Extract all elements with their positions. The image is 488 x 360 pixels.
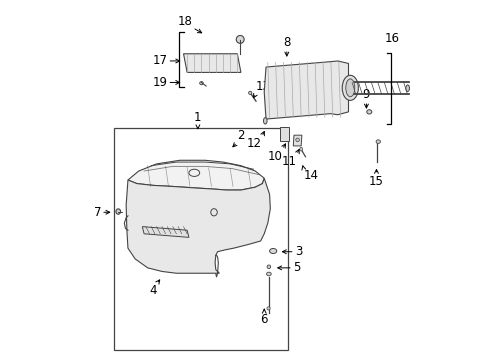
Polygon shape <box>142 226 188 237</box>
Polygon shape <box>126 178 270 273</box>
Polygon shape <box>183 54 241 72</box>
Text: 4: 4 <box>149 284 156 297</box>
Bar <box>113 128 287 350</box>
Text: 7: 7 <box>93 206 101 219</box>
Text: 17: 17 <box>152 54 167 67</box>
Text: 16: 16 <box>384 32 399 45</box>
Polygon shape <box>128 160 264 190</box>
Ellipse shape <box>342 75 358 100</box>
Ellipse shape <box>299 147 302 151</box>
Text: 2: 2 <box>237 129 244 142</box>
Ellipse shape <box>266 307 269 310</box>
Ellipse shape <box>269 248 276 253</box>
Text: 14: 14 <box>303 169 318 182</box>
Ellipse shape <box>295 138 299 141</box>
Text: 12: 12 <box>246 137 261 150</box>
Ellipse shape <box>266 272 271 276</box>
Text: 3: 3 <box>294 245 302 258</box>
Ellipse shape <box>405 85 408 91</box>
Ellipse shape <box>366 110 371 114</box>
Text: 10: 10 <box>267 149 282 162</box>
Text: 15: 15 <box>368 175 383 188</box>
Text: 19: 19 <box>152 76 167 89</box>
Text: 8: 8 <box>283 36 290 49</box>
Ellipse shape <box>266 265 270 269</box>
Ellipse shape <box>199 82 203 85</box>
Text: 18: 18 <box>177 15 192 28</box>
Polygon shape <box>293 135 301 146</box>
Ellipse shape <box>263 118 266 124</box>
Text: 11: 11 <box>281 155 296 168</box>
Text: 5: 5 <box>292 261 300 274</box>
Bar <box>280 127 288 140</box>
Ellipse shape <box>248 91 251 94</box>
Text: 6: 6 <box>260 313 267 326</box>
Text: 9: 9 <box>362 88 369 101</box>
Ellipse shape <box>375 140 380 143</box>
Polygon shape <box>264 61 348 119</box>
Text: 1: 1 <box>194 111 201 125</box>
Ellipse shape <box>236 36 244 43</box>
Ellipse shape <box>116 209 121 214</box>
Ellipse shape <box>345 79 354 97</box>
Text: 13: 13 <box>255 80 270 93</box>
